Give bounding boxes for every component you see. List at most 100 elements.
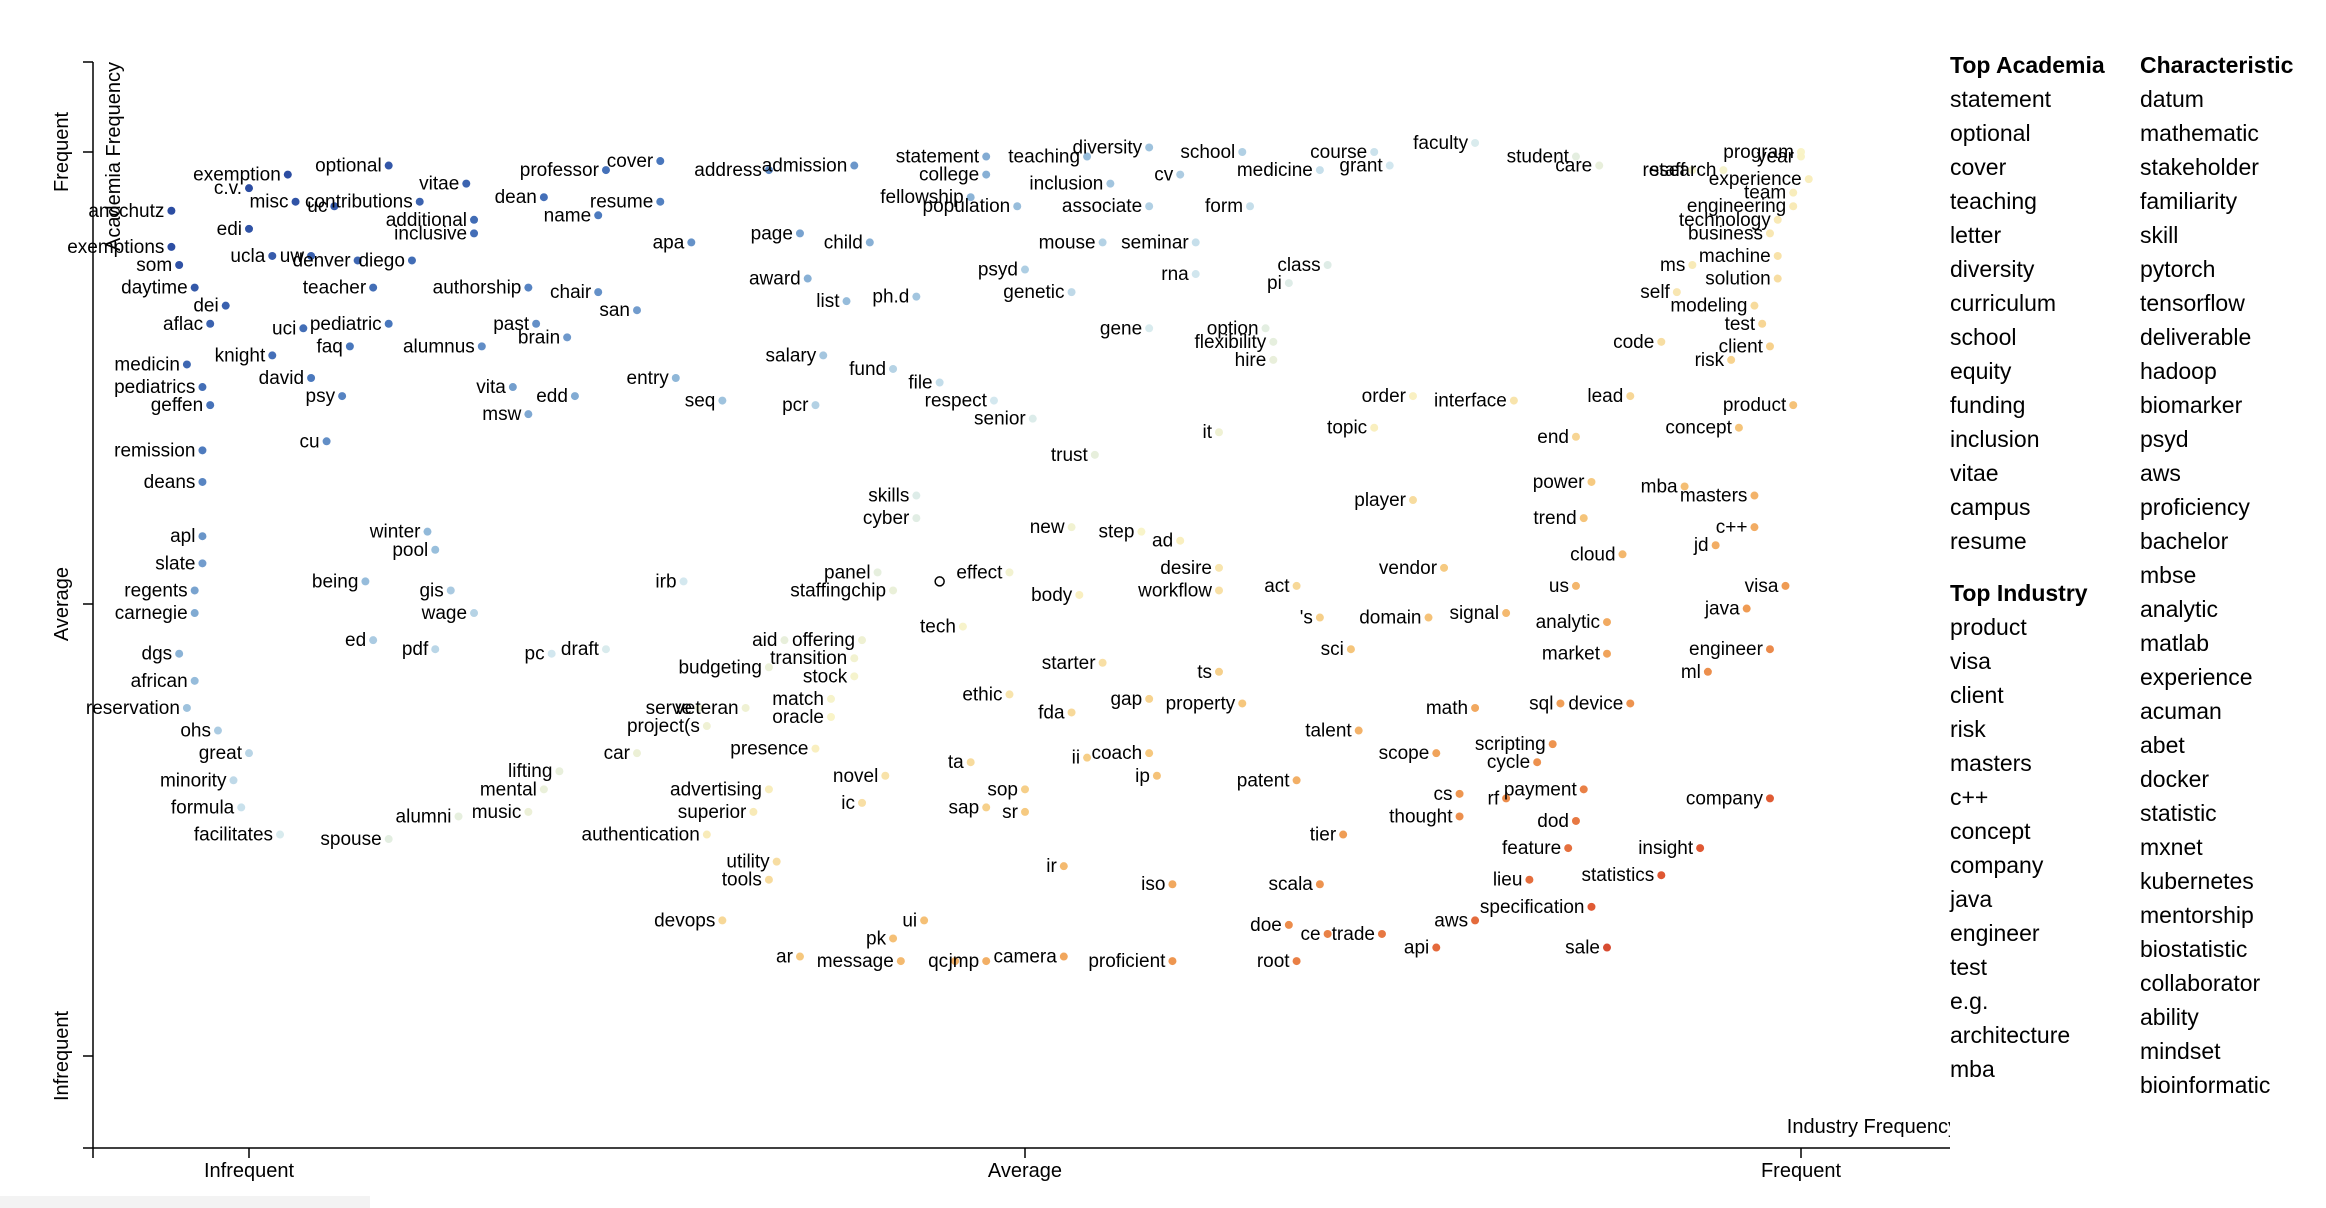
term-label[interactable]: act <box>1264 576 1290 597</box>
term-label[interactable]: ucla <box>230 246 265 267</box>
data-point[interactable] <box>1618 550 1627 559</box>
term-label[interactable]: year <box>1757 147 1795 168</box>
data-point[interactable] <box>1191 270 1200 279</box>
term-label[interactable]: c.v. <box>214 178 242 199</box>
data-point[interactable] <box>1564 844 1573 853</box>
ranked-term[interactable]: client <box>1950 682 2004 708</box>
data-point[interactable] <box>1525 875 1534 884</box>
term-label[interactable]: insight <box>1638 838 1694 859</box>
term-label[interactable]: ph.d <box>872 287 909 308</box>
data-point[interactable] <box>656 157 665 166</box>
data-point[interactable] <box>1696 844 1705 853</box>
data-point[interactable] <box>718 396 727 405</box>
data-point[interactable] <box>1145 749 1154 758</box>
term-label[interactable]: transition <box>770 648 847 669</box>
data-point[interactable] <box>384 835 393 844</box>
data-point[interactable] <box>1804 175 1813 184</box>
term-label[interactable]: cv <box>1154 165 1174 186</box>
data-point[interactable] <box>1176 170 1185 179</box>
data-point[interactable] <box>1672 288 1681 297</box>
term-label[interactable]: vendor <box>1379 558 1438 579</box>
term-label[interactable]: being <box>312 571 359 592</box>
term-label[interactable]: uw <box>280 246 305 267</box>
data-point[interactable] <box>1471 138 1480 147</box>
data-point[interactable] <box>819 351 828 360</box>
data-point[interactable] <box>1579 514 1588 523</box>
term-label[interactable]: pool <box>392 540 428 561</box>
term-label[interactable]: carnegie <box>115 603 188 624</box>
data-point[interactable] <box>1789 401 1798 410</box>
term-label[interactable]: order <box>1362 386 1407 407</box>
data-point[interactable] <box>1703 667 1712 676</box>
data-point[interactable] <box>570 392 579 401</box>
term-label[interactable]: thought <box>1389 806 1453 827</box>
data-point[interactable] <box>1773 274 1782 283</box>
data-point[interactable] <box>601 166 610 175</box>
data-point[interactable] <box>1742 604 1751 613</box>
data-point[interactable] <box>1152 771 1161 780</box>
data-point[interactable] <box>1339 830 1348 839</box>
data-point[interactable] <box>1168 957 1177 966</box>
data-point[interactable] <box>1579 785 1588 794</box>
term-label[interactable]: effect <box>956 562 1003 583</box>
term-label[interactable]: cyber <box>863 508 910 529</box>
ranked-term[interactable]: aws <box>2140 460 2181 486</box>
data-point[interactable] <box>982 957 991 966</box>
data-point[interactable] <box>1719 166 1728 175</box>
term-label[interactable]: dgs <box>142 644 173 665</box>
data-point[interactable] <box>1377 929 1386 938</box>
data-point[interactable] <box>454 812 463 821</box>
data-point[interactable] <box>431 645 440 654</box>
data-point[interactable] <box>175 261 184 269</box>
data-point[interactable] <box>175 649 184 658</box>
term-label[interactable]: seminar <box>1121 232 1189 253</box>
term-label[interactable]: power <box>1533 472 1585 493</box>
term-label[interactable]: genetic <box>1003 282 1064 303</box>
data-point[interactable] <box>982 152 991 161</box>
data-point[interactable] <box>1005 568 1014 577</box>
data-point[interactable] <box>470 609 479 618</box>
term-label[interactable]: remission <box>114 440 195 461</box>
data-point[interactable] <box>206 319 215 328</box>
data-point[interactable] <box>532 319 541 328</box>
data-point[interactable] <box>1765 794 1774 803</box>
data-point[interactable] <box>1409 392 1417 401</box>
ranked-term[interactable]: equity <box>1950 358 2012 384</box>
data-point[interactable] <box>842 297 851 306</box>
term-label[interactable]: msw <box>482 404 521 425</box>
data-point[interactable] <box>369 283 378 292</box>
term-label[interactable]: serve <box>646 698 692 719</box>
data-point[interactable] <box>1571 581 1580 590</box>
term-label[interactable]: tools <box>722 870 762 891</box>
data-point[interactable] <box>695 703 704 712</box>
term-label[interactable]: cs <box>1434 784 1453 805</box>
ranked-term[interactable]: vitae <box>1950 460 1999 486</box>
data-point[interactable] <box>718 916 727 925</box>
ranked-term[interactable]: abet <box>2140 732 2185 758</box>
term-label[interactable]: dod <box>1537 811 1569 832</box>
term-label[interactable]: school <box>1180 142 1235 163</box>
term-label[interactable]: product <box>1723 395 1787 416</box>
ranked-term[interactable]: product <box>1950 614 2027 640</box>
term-label[interactable]: additional <box>386 210 467 231</box>
data-point[interactable] <box>1098 658 1107 667</box>
term-label[interactable]: company <box>1686 788 1764 809</box>
data-point[interactable] <box>1734 423 1743 432</box>
term-label[interactable]: dean <box>495 187 537 208</box>
term-label[interactable]: teaching <box>1008 147 1080 168</box>
term-label[interactable]: qc <box>928 951 948 972</box>
data-point[interactable] <box>477 342 486 351</box>
data-point[interactable] <box>1626 699 1635 708</box>
data-point[interactable] <box>966 758 975 767</box>
data-point[interactable] <box>384 319 393 328</box>
term-label[interactable]: iso <box>1141 874 1165 895</box>
ranked-term[interactable]: letter <box>1950 222 2002 248</box>
ranked-term[interactable]: campus <box>1950 494 2031 520</box>
term-label[interactable]: risk <box>1695 350 1725 371</box>
term-label[interactable]: new <box>1030 517 1065 538</box>
term-label[interactable]: contributions <box>305 192 413 213</box>
term-label[interactable]: anschutz <box>88 201 164 222</box>
term-label[interactable]: minority <box>160 770 227 791</box>
data-point[interactable] <box>1137 527 1146 536</box>
term-label[interactable]: trend <box>1533 508 1576 529</box>
